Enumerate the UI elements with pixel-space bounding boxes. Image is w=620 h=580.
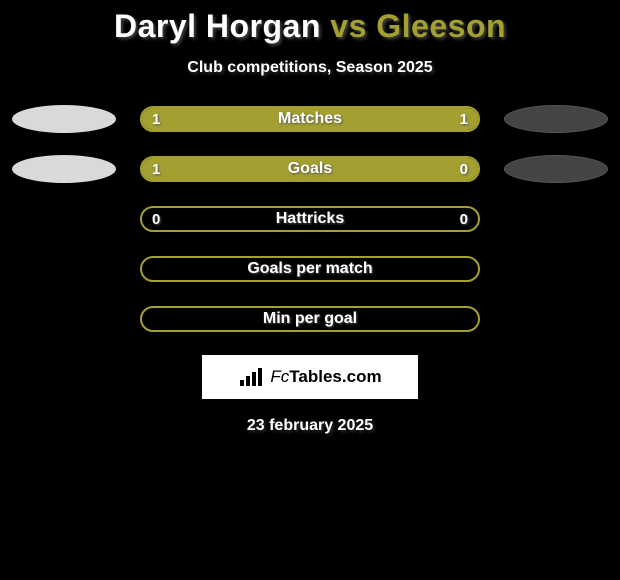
bar-fill-right (310, 108, 478, 130)
player2-marker (504, 155, 608, 183)
subtitle: Club competitions, Season 2025 (0, 59, 620, 77)
comparison-infographic: Daryl Horgan vs Gleeson Club competition… (0, 0, 620, 435)
logo-box: FcTables.com (202, 355, 418, 399)
bar-fill-left (142, 108, 310, 130)
vs-text: vs (330, 8, 367, 44)
stat-row: 11Matches (0, 105, 620, 133)
stat-label: Min per goal (142, 308, 478, 330)
bars-region: 11Matches 10Goals 0 0Hattricks Goals per mat… (0, 105, 620, 333)
stat-bar: 11Matches (140, 106, 480, 132)
stat-label: Hattricks (142, 208, 478, 230)
logo-text: FcTables.com (270, 367, 381, 387)
stat-value-left: 0 (152, 208, 160, 230)
player1-marker (12, 155, 116, 183)
player2-marker (504, 105, 608, 133)
player1-name: Daryl Horgan (114, 8, 321, 44)
stat-bar: Goals per match (140, 256, 480, 282)
stat-row: 0 0Hattricks (0, 205, 620, 233)
stat-bar: 0 0Hattricks (140, 206, 480, 232)
stat-bar: Min per goal (140, 306, 480, 332)
date-text: 23 february 2025 (0, 417, 620, 435)
player1-marker (12, 105, 116, 133)
stat-row: 10Goals (0, 155, 620, 183)
stat-label: Goals per match (142, 258, 478, 280)
bars-icon (238, 366, 264, 388)
bar-fill-left (142, 158, 478, 180)
stat-row: Goals per match (0, 255, 620, 283)
page-title: Daryl Horgan vs Gleeson (0, 8, 620, 45)
player2-name: Gleeson (376, 8, 506, 44)
stat-row: Min per goal (0, 305, 620, 333)
stat-bar: 10Goals (140, 156, 480, 182)
stat-value-right: 0 (460, 208, 468, 230)
